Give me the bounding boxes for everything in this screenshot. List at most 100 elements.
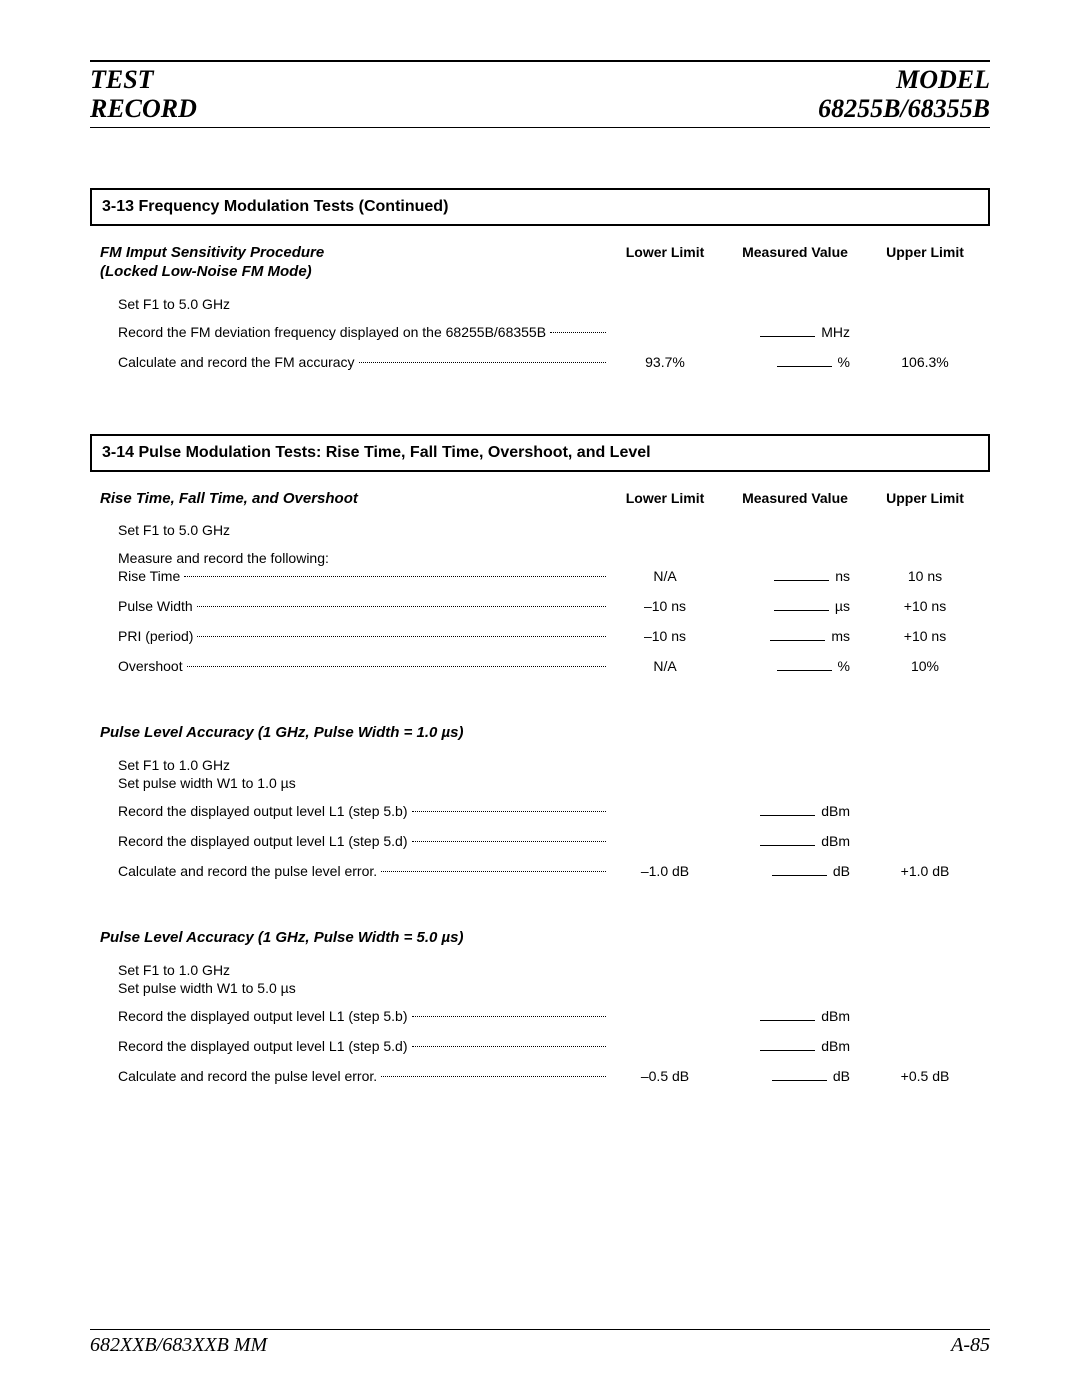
meas-314C-r5b: dBm bbox=[720, 1008, 870, 1024]
unit-313-calc: % bbox=[838, 354, 850, 370]
row-314B-set1: Set F1 to 1.0 GHz bbox=[90, 757, 990, 773]
desc-314C-r5d: Record the displayed output level L1 (st… bbox=[118, 1038, 408, 1054]
row-314C-r5b: Record the displayed output level L1 (st… bbox=[90, 1008, 990, 1024]
blank-field[interactable] bbox=[774, 610, 829, 611]
desc-314A-rise: Rise Time bbox=[118, 568, 180, 584]
section-314C-subhead: Pulse Level Accuracy (1 GHz, Pulse Width… bbox=[100, 929, 610, 948]
upper-314A-rise: 10 ns bbox=[870, 568, 980, 584]
leader-dots bbox=[197, 606, 606, 607]
lower-314A-over: N/A bbox=[610, 658, 720, 674]
col-lower-limit: Lower Limit bbox=[610, 490, 720, 509]
col-upper-limit: Upper Limit bbox=[870, 244, 980, 282]
desc-314B-calc: Calculate and record the pulse level err… bbox=[118, 863, 377, 879]
section-313-subhead-row: FM Imput Sensitivity Procedure (Locked L… bbox=[90, 244, 990, 282]
upper-314C-calc: +0.5 dB bbox=[870, 1068, 980, 1084]
meas-313-calc: % bbox=[720, 354, 870, 370]
blank-field[interactable] bbox=[772, 875, 827, 876]
leader-dots bbox=[381, 1076, 606, 1077]
desc-314A-pri: PRI (period) bbox=[118, 628, 193, 644]
blank-field[interactable] bbox=[760, 336, 815, 337]
row-314A-rise: Rise Time N/A ns 10 ns bbox=[90, 568, 990, 584]
header-right-line1: MODEL bbox=[896, 65, 990, 94]
upper-314A-over: 10% bbox=[870, 658, 980, 674]
row-314B-r5d: Record the displayed output level L1 (st… bbox=[90, 833, 990, 849]
meas-314B-calc: dB bbox=[720, 863, 870, 879]
unit-314A-over: % bbox=[838, 658, 850, 674]
meas-314B-r5d: dBm bbox=[720, 833, 870, 849]
section-314C-subhead-row: Pulse Level Accuracy (1 GHz, Pulse Width… bbox=[90, 929, 990, 948]
blank-field[interactable] bbox=[760, 1050, 815, 1051]
row-313-calc: Calculate and record the FM accuracy 93.… bbox=[90, 354, 990, 370]
desc-313-recdev: Record the FM deviation frequency displa… bbox=[118, 324, 546, 340]
header-left-line2: RECORD bbox=[90, 94, 197, 123]
header-right: MODEL 68255B/68355B bbox=[818, 66, 990, 123]
blank-field[interactable] bbox=[774, 580, 829, 581]
row-314A-over: Overshoot N/A % 10% bbox=[90, 658, 990, 674]
row-314A-pri: PRI (period) –10 ns ms +10 ns bbox=[90, 628, 990, 644]
unit-314C-r5d: dBm bbox=[821, 1038, 850, 1054]
section-313-subhead: FM Imput Sensitivity Procedure (Locked L… bbox=[100, 244, 610, 282]
unit-314B-calc: dB bbox=[833, 863, 850, 879]
row-313-recdev: Record the FM deviation frequency displa… bbox=[90, 324, 990, 340]
col-lower-limit: Lower Limit bbox=[610, 244, 720, 282]
row-314B-set2: Set pulse width W1 to 1.0 µs bbox=[90, 775, 990, 791]
row-314C-set2: Set pulse width W1 to 5.0 µs bbox=[90, 980, 990, 996]
desc-314A-over: Overshoot bbox=[118, 658, 183, 674]
lower-314A-pri: –10 ns bbox=[610, 628, 720, 644]
header-left: TEST RECORD bbox=[90, 66, 197, 123]
unit-314A-rise: ns bbox=[835, 568, 850, 584]
row-314A-measure-intro: Measure and record the following: bbox=[90, 550, 990, 566]
subhead-313-line1: FM Imput Sensitivity Procedure bbox=[100, 244, 324, 261]
section-314-title: 3-14 Pulse Modulation Tests: Rise Time, … bbox=[90, 434, 990, 472]
leader-dots bbox=[187, 666, 606, 667]
leader-dots bbox=[197, 636, 606, 637]
lower-314B-calc: –1.0 dB bbox=[610, 863, 720, 879]
blank-field[interactable] bbox=[760, 845, 815, 846]
upper-314A-pw: +10 ns bbox=[870, 598, 980, 614]
upper-313-calc: 106.3% bbox=[870, 354, 980, 370]
leader-dots bbox=[381, 871, 606, 872]
blank-field[interactable] bbox=[772, 1080, 827, 1081]
col-measured-value: Measured Value bbox=[720, 490, 870, 509]
desc-314B-r5b: Record the displayed output level L1 (st… bbox=[118, 803, 408, 819]
leader-dots bbox=[550, 332, 606, 333]
unit-314B-r5b: dBm bbox=[821, 803, 850, 819]
blank-field[interactable] bbox=[760, 1020, 815, 1021]
row-313-setf1: Set F1 to 5.0 GHz bbox=[90, 296, 990, 312]
footer-left: 682XXB/683XXB MM bbox=[90, 1334, 267, 1357]
page-footer: 682XXB/683XXB MM A-85 bbox=[90, 1329, 990, 1357]
meas-314A-pw: µs bbox=[720, 598, 870, 614]
unit-314A-pri: ms bbox=[831, 628, 850, 644]
leader-dots bbox=[359, 362, 606, 363]
row-314C-set1: Set F1 to 1.0 GHz bbox=[90, 962, 990, 978]
col-upper-limit: Upper Limit bbox=[870, 490, 980, 509]
blank-field[interactable] bbox=[760, 815, 815, 816]
header-left-line1: TEST bbox=[90, 65, 154, 94]
row-314A-pw: Pulse Width –10 ns µs +10 ns bbox=[90, 598, 990, 614]
lower-313-calc: 93.7% bbox=[610, 354, 720, 370]
lower-314A-pw: –10 ns bbox=[610, 598, 720, 614]
meas-314A-over: % bbox=[720, 658, 870, 674]
row-314B-r5b: Record the displayed output level L1 (st… bbox=[90, 803, 990, 819]
desc-314C-r5b: Record the displayed output level L1 (st… bbox=[118, 1008, 408, 1024]
unit-313-recdev: MHz bbox=[821, 324, 850, 340]
section-314A-subhead: Rise Time, Fall Time, and Overshoot bbox=[100, 490, 610, 509]
subhead-313-line2: (Locked Low-Noise FM Mode) bbox=[100, 263, 312, 280]
leader-dots bbox=[412, 1046, 606, 1047]
blank-field[interactable] bbox=[777, 670, 832, 671]
leader-dots bbox=[412, 841, 606, 842]
col-measured-value: Measured Value bbox=[720, 244, 870, 282]
blank-field[interactable] bbox=[777, 366, 832, 367]
unit-314B-r5d: dBm bbox=[821, 833, 850, 849]
desc-313-calc: Calculate and record the FM accuracy bbox=[118, 354, 355, 370]
leader-dots bbox=[184, 576, 606, 577]
unit-314A-pw: µs bbox=[835, 598, 850, 614]
section-313-title: 3-13 Frequency Modulation Tests (Continu… bbox=[90, 188, 990, 226]
desc-314C-calc: Calculate and record the pulse level err… bbox=[118, 1068, 377, 1084]
upper-314A-pri: +10 ns bbox=[870, 628, 980, 644]
blank-field[interactable] bbox=[770, 640, 825, 641]
page-header: TEST RECORD MODEL 68255B/68355B bbox=[90, 60, 990, 128]
meas-313-recdev: MHz bbox=[720, 324, 870, 340]
unit-314C-r5b: dBm bbox=[821, 1008, 850, 1024]
header-right-line2: 68255B/68355B bbox=[818, 94, 990, 123]
